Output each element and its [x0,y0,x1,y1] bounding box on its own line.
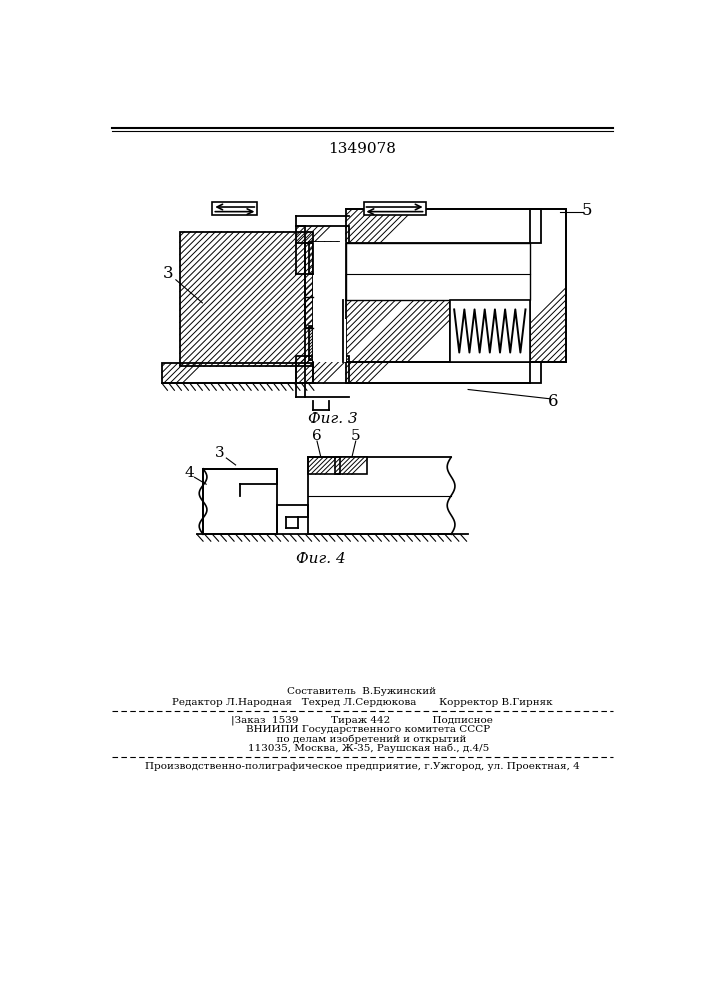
Polygon shape [363,202,426,215]
Polygon shape [308,457,451,534]
Text: Редактор Л.Народная   Техред Л.Сердюкова       Корректор В.Гирняк: Редактор Л.Народная Техред Л.Сердюкова К… [172,698,552,707]
Text: 3: 3 [163,265,173,282]
Text: 6: 6 [312,429,322,443]
Text: 6: 6 [548,393,559,410]
Polygon shape [530,209,566,362]
Text: Фиг. 4: Фиг. 4 [296,552,346,566]
Text: 113035, Москва, Ж-35, Раушская наб., д.4/5: 113035, Москва, Ж-35, Раушская наб., д.4… [235,744,489,753]
Polygon shape [212,202,257,215]
Text: Составитель  В.Бужинский: Составитель В.Бужинский [288,687,436,696]
Polygon shape [346,243,530,300]
Polygon shape [162,363,313,383]
Polygon shape [313,319,346,362]
Text: 5: 5 [581,202,592,219]
Text: 4: 4 [185,466,194,480]
Text: 5: 5 [351,429,361,443]
Polygon shape [180,232,313,366]
Polygon shape [309,242,339,274]
Text: Фиг. 3: Фиг. 3 [308,412,357,426]
Polygon shape [313,243,344,319]
Polygon shape [308,457,340,474]
Text: |Заказ  1539          Тираж 442             Подписное: |Заказ 1539 Тираж 442 Подписное [231,715,493,725]
Polygon shape [313,242,346,274]
Polygon shape [346,209,541,243]
Text: по делам изобретений и открытий: по делам изобретений и открытий [257,734,467,744]
Polygon shape [203,469,276,534]
Text: 3: 3 [216,446,225,460]
Polygon shape [305,243,343,328]
Polygon shape [296,356,349,383]
Polygon shape [450,300,530,362]
Text: ВНИИПИ Государственного комитета СССР: ВНИИПИ Государственного комитета СССР [233,725,491,734]
Polygon shape [346,300,450,362]
Text: Производственно-полиграфическое предприятие, г.Ужгород, ул. Проектная, 4: Производственно-полиграфическое предприя… [144,762,579,771]
Polygon shape [335,457,368,474]
Polygon shape [309,326,339,360]
Polygon shape [296,226,349,243]
Polygon shape [346,362,541,383]
Text: 1349078: 1349078 [328,142,396,156]
